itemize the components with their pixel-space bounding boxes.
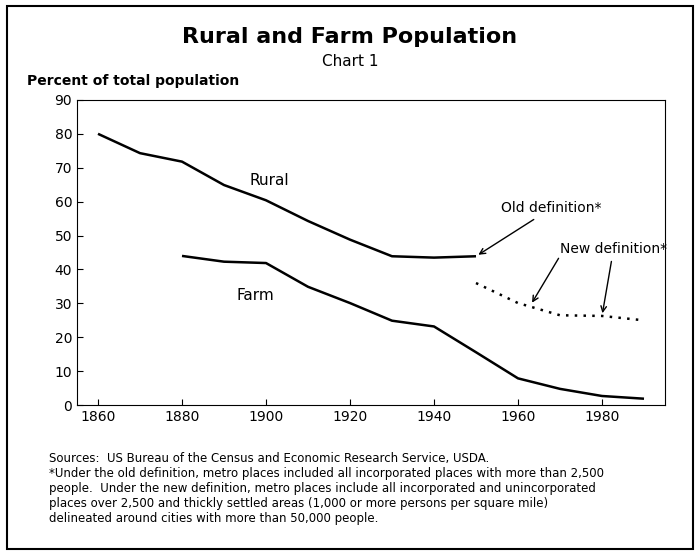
- Text: Old definition*: Old definition*: [480, 201, 602, 254]
- Text: Sources:  US Bureau of the Census and Economic Research Service, USDA.
*Under th: Sources: US Bureau of the Census and Eco…: [49, 452, 604, 526]
- Text: Chart 1: Chart 1: [322, 54, 378, 69]
- Text: Farm: Farm: [237, 289, 274, 304]
- Text: Rural: Rural: [249, 173, 289, 188]
- Text: Percent of total population: Percent of total population: [27, 74, 239, 88]
- Text: New definition*: New definition*: [560, 242, 667, 312]
- Text: Rural and Farm Population: Rural and Farm Population: [183, 27, 517, 47]
